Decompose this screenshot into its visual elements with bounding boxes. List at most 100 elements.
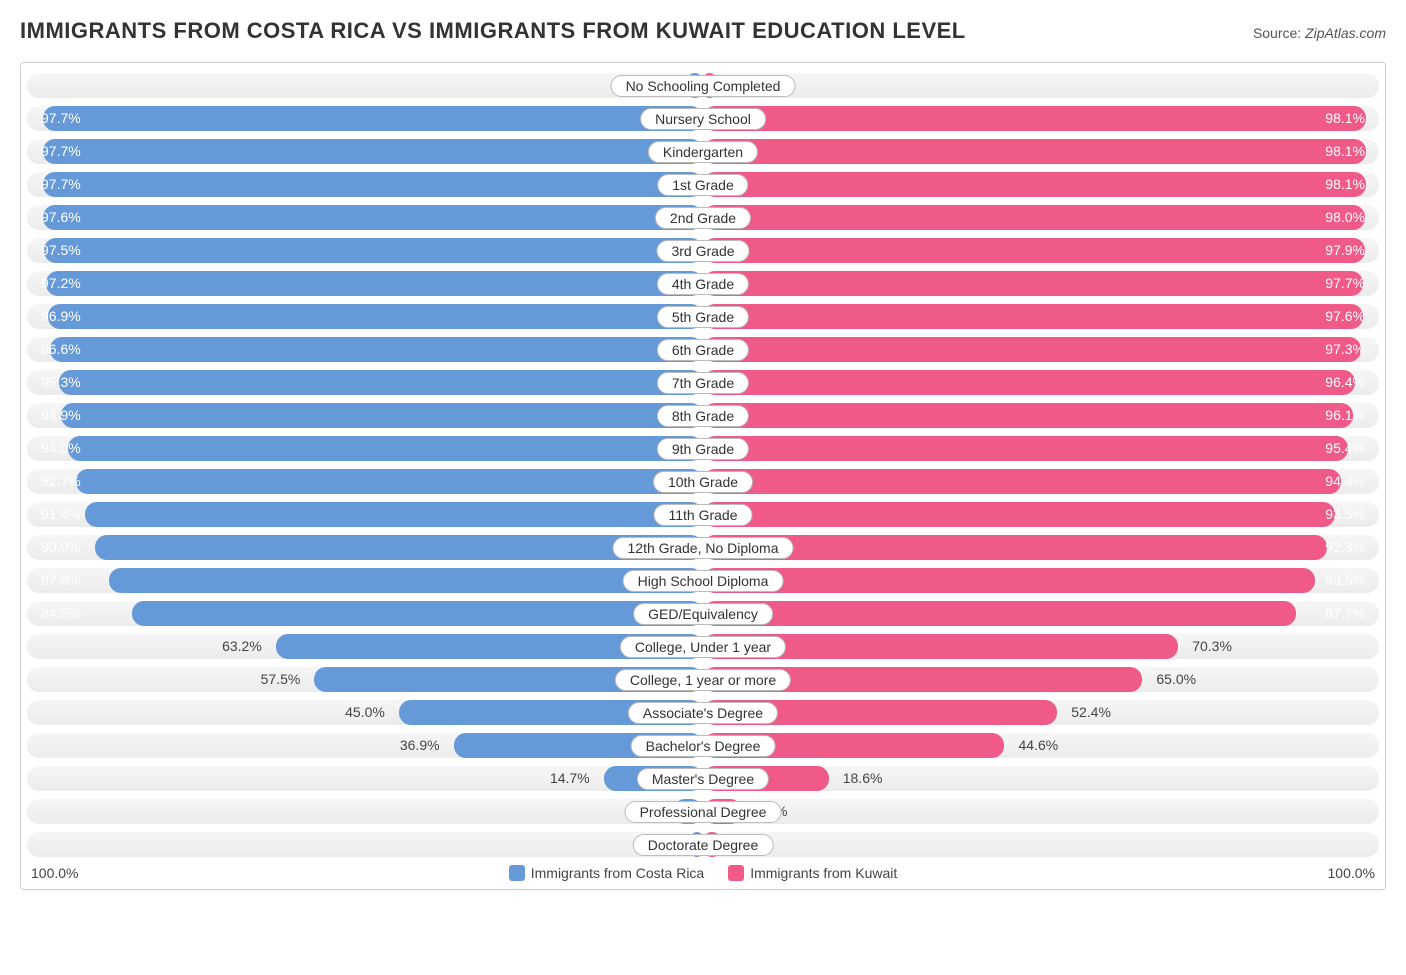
bar-right [703,337,1361,362]
bar-value-left: 90.0% [33,535,89,560]
bar-half-left: 97.6% [27,205,703,230]
bar-half-right: 97.6% [703,304,1379,329]
category-pill: 12th Grade, No Diploma [613,537,794,559]
bar-half-right: 93.5% [703,502,1379,527]
category-pill: 11th Grade [653,504,752,526]
bar-half-left: 4.4% [27,799,703,824]
bar-right [703,568,1315,593]
bar-value-right: 96.1% [1317,403,1373,428]
category-pill: College, 1 year or more [615,669,791,691]
bar-value-right: 87.7% [1317,601,1373,626]
category-pill: College, Under 1 year [620,636,786,658]
bar-half-right: 97.7% [703,271,1379,296]
chart-row: 94.9%96.1%8th Grade [27,403,1379,428]
chart-row: 92.7% 94.4% 10th Grade [27,469,1379,494]
bar-half-left: 36.9% [27,733,703,758]
axis-label-right: 100.0% [1328,865,1375,881]
bar-half-right: 90.5% [703,568,1379,593]
chart-row: 36.9%44.6%Bachelor's Degree [27,733,1379,758]
bar-right [703,502,1335,527]
bar-half-right: 2.6% [703,832,1379,857]
chart-row: 84.5% 87.7% GED/Equivalency [27,601,1379,626]
bar-half-left: 92.7% [27,469,703,494]
bar-value-left: 45.0% [337,700,393,725]
bar-half-left: 97.7% [27,172,703,197]
bar-value-left: 96.6% [33,337,89,362]
bar-right [703,469,1341,494]
bar-right [703,601,1296,626]
bar-half-right: 97.3% [703,337,1379,362]
bar-value-right: 65.0% [1148,667,1204,692]
bar-half-left: 91.4% [27,502,703,527]
chart-row: 97.7%98.1%Kindergarten [27,139,1379,164]
bar-left [76,469,703,494]
legend: Immigrants from Costa Rica Immigrants fr… [509,865,898,881]
category-pill: High School Diploma [623,570,784,592]
bar-value-left: 92.7% [33,469,89,494]
category-pill: Associate's Degree [628,702,778,724]
bar-value-right: 90.5% [1317,568,1373,593]
bar-half-left: 94.9% [27,403,703,428]
category-pill: Doctorate Degree [633,834,774,856]
chart-row: 97.7%98.1%Nursery School [27,106,1379,131]
bar-right [703,205,1365,230]
bar-half-right: 65.0% [703,667,1379,692]
bar-half-left: 84.5% [27,601,703,626]
chart-row: 45.0% 52.4%Associate's Degree [27,700,1379,725]
bar-right [703,304,1363,329]
chart-row: 1.8%2.6%Doctorate Degree [27,832,1379,857]
chart-row: 91.4% 93.5% 11th Grade [27,502,1379,527]
legend-label-right: Immigrants from Kuwait [750,865,897,881]
bar-value-right: 98.0% [1317,205,1373,230]
bar-right [703,172,1366,197]
category-pill: 10th Grade [653,471,753,493]
bar-value-right: 94.4% [1317,469,1373,494]
bar-left [59,370,703,395]
legend-item-right: Immigrants from Kuwait [728,865,897,881]
category-pill: GED/Equivalency [633,603,773,625]
bar-half-right: 98.1% [703,172,1379,197]
chart-row: 63.2% 70.3% College, Under 1 year [27,634,1379,659]
bar-half-right: 87.7% [703,601,1379,626]
bar-value-right: 95.4% [1317,436,1373,461]
bar-value-right: 97.9% [1317,238,1373,263]
bar-left [109,568,703,593]
chart-row: 57.5%65.0%College, 1 year or more [27,667,1379,692]
category-pill: 6th Grade [657,339,749,361]
bar-half-right: 52.4% [703,700,1379,725]
bar-left [44,238,703,263]
chart-row: 96.9%97.6%5th Grade [27,304,1379,329]
bar-half-left: 96.6% [27,337,703,362]
category-pill: 9th Grade [657,438,749,460]
bar-value-right: 18.6% [835,766,891,791]
chart-row: 87.8% 90.5% High School Diploma [27,568,1379,593]
bar-value-right: 97.3% [1317,337,1373,362]
bar-half-left: 2.3% [27,73,703,98]
bar-half-left: 87.8% [27,568,703,593]
bar-half-right: 44.6% [703,733,1379,758]
bar-half-left: 97.7% [27,106,703,131]
bar-right [703,370,1355,395]
category-pill: Kindergarten [648,141,758,163]
bar-left [43,139,703,164]
category-pill: 5th Grade [657,306,749,328]
category-pill: Bachelor's Degree [631,735,776,757]
bar-left [43,205,703,230]
bar-value-left: 97.5% [33,238,89,263]
legend-swatch-right [728,865,744,881]
bar-value-right: 93.5% [1317,502,1373,527]
chart-row: 2.3%1.9%No Schooling Completed [27,73,1379,98]
bar-half-right: 92.3% [703,535,1379,560]
chart-row: 97.6%98.0%2nd Grade [27,205,1379,230]
bar-value-left: 97.2% [33,271,89,296]
chart-row: 94.0%95.4%9th Grade [27,436,1379,461]
category-pill: Master's Degree [637,768,769,790]
source-label: Source: [1253,25,1305,41]
bar-value-right: 70.3% [1184,634,1240,659]
bar-value-right: 97.7% [1317,271,1373,296]
bar-half-left: 97.7% [27,139,703,164]
chart-row: 96.6% 97.3% 6th Grade [27,337,1379,362]
bar-left [48,304,703,329]
chart-row: 95.3%96.4%7th Grade [27,370,1379,395]
bar-half-left: 63.2% [27,634,703,659]
